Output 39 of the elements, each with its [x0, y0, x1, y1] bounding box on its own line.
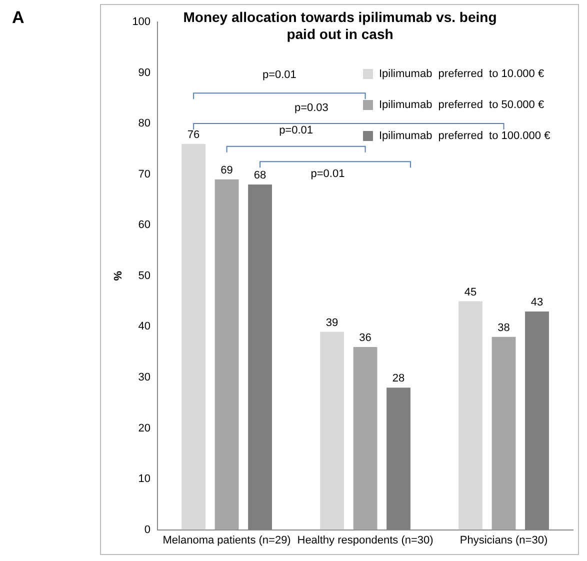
data-label: 36: [359, 332, 372, 344]
y-axis-title: %: [112, 270, 125, 281]
legend-label: Ipilimumab preferred to 100.000 €: [379, 130, 550, 142]
annotation: p=0.01: [262, 68, 296, 81]
bar: [353, 346, 378, 530]
bar: [320, 332, 344, 530]
y-tick-label: 70: [138, 168, 151, 180]
bar: [214, 179, 239, 530]
y-tick-label: 80: [138, 118, 151, 130]
text: A: [12, 8, 24, 28]
annotation: p=0.03: [294, 102, 328, 114]
y-tick-label: 20: [138, 422, 151, 434]
bar: [182, 144, 206, 530]
x-tick-label: Healthy respondents (n=30): [297, 534, 434, 546]
data-label: 43: [530, 296, 544, 308]
x-tick-label: Melanoma patients (n=29): [162, 534, 291, 546]
data-label: 76: [187, 128, 200, 141]
y-tick-label: 40: [138, 320, 151, 333]
y-tick-label: 30: [138, 371, 151, 384]
legend-label: Ipilimumab preferred to 50.000 €: [379, 99, 544, 112]
annotation: p=0.01: [279, 124, 314, 137]
data-label: 28: [392, 372, 405, 385]
legend-label: Ipilimumab preferred to 10.000 €: [379, 68, 544, 80]
y-tick-label: 60: [138, 219, 151, 232]
y-tick-label: 10: [138, 473, 151, 486]
y-tick-label: 100: [132, 16, 151, 28]
bar: [458, 301, 482, 530]
y-tick-label: 90: [138, 66, 151, 79]
x-tick-label: Physicians (n=30): [460, 534, 548, 546]
data-label: 68: [254, 169, 266, 182]
bar: [492, 336, 516, 530]
y-tick-label: 0: [144, 524, 151, 536]
annotation: p=0.01: [310, 168, 345, 180]
data-label: 69: [220, 164, 233, 176]
data-label: 45: [464, 286, 477, 298]
y-tick-label: 50: [138, 270, 151, 282]
chart-title: Money allocation towards ipilimumab vs. being paid out in cash: [183, 9, 497, 42]
data-label: 38: [498, 322, 510, 334]
data-label: 39: [326, 316, 338, 329]
